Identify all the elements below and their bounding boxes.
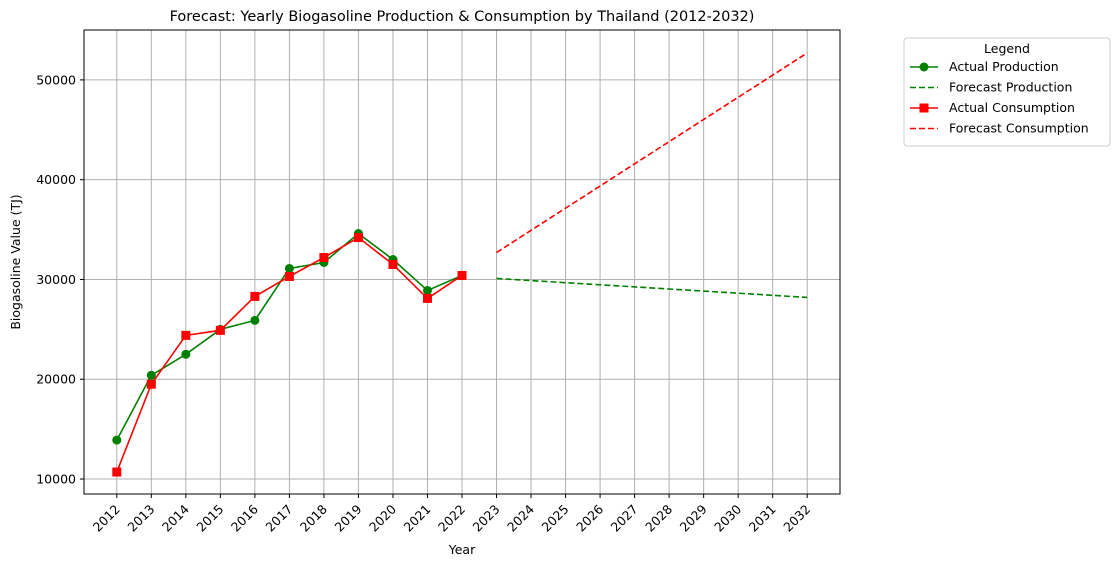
x-tick-label: 2032 <box>780 502 813 535</box>
legend-item: Forecast Production <box>910 80 1072 95</box>
x-tick-label: 2027 <box>608 502 641 535</box>
data-point <box>284 263 294 273</box>
y-tick-label: 50000 <box>36 72 76 87</box>
data-point <box>457 270 467 280</box>
x-tick-label: 2024 <box>504 501 537 534</box>
data-point <box>215 325 225 335</box>
legend-label: Forecast Consumption <box>949 121 1089 136</box>
x-axis-label: Year <box>448 542 476 557</box>
series-line <box>496 277 808 299</box>
data-point <box>250 315 260 325</box>
x-tick-label: 2026 <box>573 501 606 534</box>
y-tick-label: 40000 <box>36 172 76 187</box>
legend-item: Actual Consumption <box>910 100 1075 115</box>
x-axis: 2012 2013 2014 2015 2016 2017 2018 2019 2020 2021… <box>90 494 813 535</box>
data-point <box>319 253 329 263</box>
x-tick-label: 2019 <box>331 501 364 534</box>
data-point <box>146 379 156 389</box>
series-line <box>496 52 808 254</box>
legend-label: Actual Consumption <box>949 100 1075 115</box>
chart-title: Forecast: Yearly Biogasoline Production … <box>170 9 755 25</box>
data-point <box>181 330 191 340</box>
x-tick-label: 2021 <box>400 502 433 535</box>
data-point <box>250 291 260 301</box>
y-tick-label: 30000 <box>36 272 76 287</box>
x-tick-label: 2015 <box>193 502 226 535</box>
data-point <box>388 259 398 269</box>
legend-label: Forecast Production <box>949 80 1072 95</box>
data-point <box>422 293 432 303</box>
data-point <box>181 349 191 359</box>
data-point <box>112 435 122 445</box>
legend-item: Forecast Consumption <box>910 121 1089 136</box>
series-layer <box>112 52 808 477</box>
x-tick-label: 2023 <box>470 502 503 535</box>
x-tick-label: 2031 <box>746 502 779 535</box>
legend-marker <box>919 62 929 72</box>
x-tick-label: 2030 <box>711 501 744 534</box>
y-axis: 10000 20000 30000 40000 50000 <box>36 72 84 487</box>
series-3 <box>496 52 808 254</box>
data-point <box>284 271 294 281</box>
legend-item: Actual Production <box>910 59 1059 74</box>
x-tick-label: 2022 <box>435 502 468 535</box>
x-tick-label: 2012 <box>90 502 123 535</box>
data-point <box>353 233 363 243</box>
x-tick-label: 2017 <box>262 502 295 535</box>
series-2 <box>112 233 467 477</box>
y-tick-label: 20000 <box>36 372 76 387</box>
data-point <box>112 467 122 477</box>
legend-marker <box>919 103 929 113</box>
x-tick-label: 2029 <box>677 501 710 534</box>
grid <box>84 30 840 494</box>
x-tick-label: 2025 <box>539 502 572 535</box>
y-axis-label: Biogasoline Value (TJ) <box>8 194 23 329</box>
x-tick-label: 2014 <box>159 501 192 534</box>
x-tick-label: 2018 <box>297 501 330 534</box>
legend-label: Actual Production <box>949 59 1059 74</box>
x-tick-label: 2013 <box>124 502 157 535</box>
x-tick-label: 2028 <box>642 501 675 534</box>
data-point <box>146 370 156 380</box>
legend: Legend Actual Production Forecast Product… <box>903 37 1111 147</box>
data-point <box>422 285 432 295</box>
x-tick-label: 2020 <box>366 501 399 534</box>
legend-box <box>903 37 1111 147</box>
legend-title: Legend <box>984 41 1030 56</box>
x-tick-label: 2016 <box>228 501 261 534</box>
series-1 <box>496 277 808 299</box>
y-tick-label: 10000 <box>36 472 76 487</box>
legend-items: Actual Production Forecast Production Actu… <box>910 59 1089 136</box>
